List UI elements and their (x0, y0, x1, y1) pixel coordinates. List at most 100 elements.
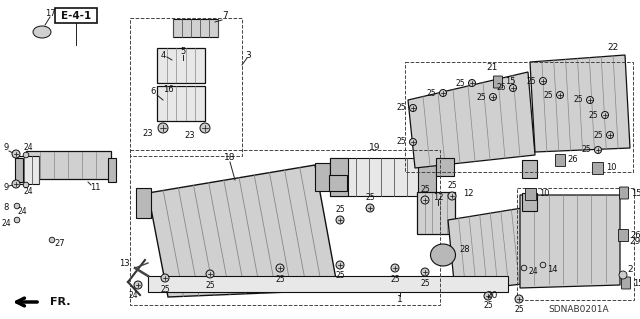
Circle shape (602, 112, 609, 118)
Text: 12: 12 (433, 192, 444, 202)
Text: 25: 25 (581, 145, 591, 154)
Bar (315, 163, 330, 191)
Text: 26: 26 (630, 231, 640, 240)
Polygon shape (530, 55, 630, 152)
Bar (55, 8, 97, 23)
FancyBboxPatch shape (493, 76, 502, 88)
Circle shape (448, 192, 456, 200)
Circle shape (468, 79, 476, 86)
Polygon shape (148, 165, 338, 297)
Circle shape (515, 295, 523, 303)
Text: 23: 23 (143, 129, 154, 137)
Bar (525, 188, 536, 200)
Text: 25: 25 (483, 301, 493, 310)
Circle shape (12, 180, 20, 188)
Text: 22: 22 (607, 43, 619, 53)
Circle shape (421, 196, 429, 204)
Text: 25: 25 (205, 280, 215, 290)
Ellipse shape (33, 26, 51, 38)
Circle shape (206, 270, 214, 278)
Circle shape (23, 152, 29, 158)
Text: 15: 15 (631, 189, 640, 197)
Bar (130, 18, 242, 156)
Text: 2: 2 (627, 265, 633, 275)
Circle shape (410, 138, 417, 145)
Circle shape (557, 92, 563, 99)
Text: 9: 9 (3, 144, 8, 152)
Bar (130, 150, 440, 305)
Text: 15: 15 (633, 278, 640, 287)
Circle shape (14, 217, 20, 223)
Text: 24: 24 (23, 188, 33, 197)
Text: 25: 25 (396, 137, 406, 146)
Text: 21: 21 (486, 63, 498, 71)
Text: 3: 3 (245, 50, 251, 60)
Ellipse shape (431, 244, 456, 266)
Bar (618, 229, 628, 241)
Text: 10: 10 (539, 189, 549, 198)
Polygon shape (173, 19, 218, 37)
Text: 24: 24 (23, 144, 33, 152)
Text: 23: 23 (185, 131, 195, 140)
Bar (522, 193, 537, 211)
Circle shape (12, 150, 20, 158)
Text: E-4-1: E-4-1 (61, 11, 91, 21)
Text: 28: 28 (460, 246, 470, 255)
Circle shape (23, 182, 29, 188)
Polygon shape (417, 192, 455, 234)
Text: 6: 6 (150, 87, 156, 97)
Circle shape (276, 264, 284, 272)
Bar (15, 158, 23, 182)
Text: 25: 25 (396, 103, 406, 113)
FancyBboxPatch shape (620, 187, 628, 199)
Bar (418, 158, 436, 196)
Text: 25: 25 (390, 275, 400, 284)
Text: 25: 25 (275, 275, 285, 284)
Text: 20: 20 (486, 291, 498, 300)
Circle shape (619, 271, 627, 279)
Text: 24: 24 (1, 219, 11, 228)
Text: 25: 25 (455, 78, 465, 87)
Circle shape (490, 93, 497, 100)
Text: 7: 7 (222, 11, 228, 20)
Text: 25: 25 (573, 95, 583, 105)
FancyBboxPatch shape (621, 277, 630, 289)
Text: 25: 25 (526, 77, 536, 85)
Circle shape (200, 123, 210, 133)
Text: 12: 12 (463, 189, 473, 198)
Circle shape (586, 97, 593, 103)
Text: 4: 4 (161, 50, 166, 60)
Polygon shape (330, 158, 420, 196)
Bar (405, 62, 633, 172)
Bar (148, 276, 508, 292)
Bar (522, 160, 537, 178)
Text: 25: 25 (447, 182, 457, 190)
Text: SDNAB0201A: SDNAB0201A (548, 306, 609, 315)
Circle shape (336, 216, 344, 224)
Circle shape (595, 146, 602, 153)
Polygon shape (26, 151, 111, 179)
Bar (592, 162, 603, 174)
Circle shape (410, 105, 417, 112)
Text: 24: 24 (17, 207, 27, 217)
Polygon shape (157, 85, 205, 121)
Circle shape (509, 85, 516, 92)
Polygon shape (448, 208, 530, 292)
Bar (329, 175, 347, 191)
Circle shape (484, 292, 492, 300)
Circle shape (440, 90, 447, 97)
Circle shape (540, 78, 547, 85)
Circle shape (421, 268, 429, 276)
Text: 26: 26 (568, 155, 579, 165)
Circle shape (366, 204, 374, 212)
Text: 14: 14 (547, 265, 557, 275)
Bar (330, 158, 348, 196)
Circle shape (391, 264, 399, 272)
Text: FR.: FR. (50, 297, 70, 307)
Text: 19: 19 (369, 144, 381, 152)
Circle shape (607, 131, 614, 138)
Text: 29: 29 (629, 238, 640, 247)
Text: 1: 1 (397, 295, 403, 305)
Text: 13: 13 (118, 258, 129, 268)
Text: 25: 25 (514, 305, 524, 314)
